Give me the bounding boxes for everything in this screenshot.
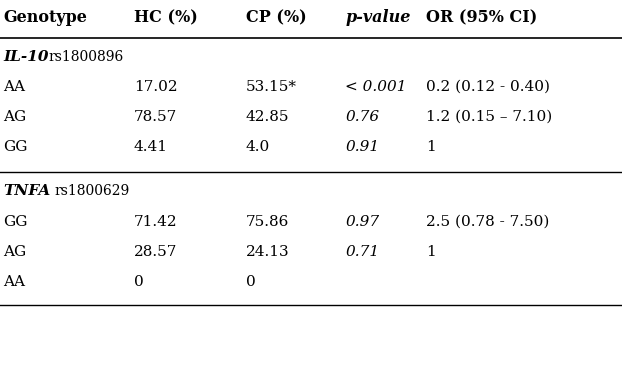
Text: 1: 1 xyxy=(426,140,436,154)
Text: CP (%): CP (%) xyxy=(246,9,306,27)
Text: 4.41: 4.41 xyxy=(134,140,168,154)
Text: TNFA: TNFA xyxy=(3,184,50,198)
Text: 75.86: 75.86 xyxy=(246,215,289,229)
Text: 0: 0 xyxy=(246,275,256,289)
Text: AA: AA xyxy=(3,275,25,289)
Text: 0: 0 xyxy=(134,275,144,289)
Text: p-value: p-value xyxy=(345,9,411,27)
Text: 0.97: 0.97 xyxy=(345,215,379,229)
Text: < 0.001: < 0.001 xyxy=(345,80,407,94)
Text: AA: AA xyxy=(3,80,25,94)
Text: 24.13: 24.13 xyxy=(246,245,289,259)
Text: 53.15*: 53.15* xyxy=(246,80,297,94)
Text: 2.5 (0.78 - 7.50): 2.5 (0.78 - 7.50) xyxy=(426,215,549,229)
Text: 0.71: 0.71 xyxy=(345,245,379,259)
Text: 78.57: 78.57 xyxy=(134,110,177,124)
Text: 17.02: 17.02 xyxy=(134,80,177,94)
Text: 0.91: 0.91 xyxy=(345,140,379,154)
Text: 4.0: 4.0 xyxy=(246,140,270,154)
Text: 71.42: 71.42 xyxy=(134,215,177,229)
Text: 1: 1 xyxy=(426,245,436,259)
Text: 1.2 (0.15 – 7.10): 1.2 (0.15 – 7.10) xyxy=(426,110,552,124)
Text: OR (95% CI): OR (95% CI) xyxy=(426,9,537,27)
Text: Genotype: Genotype xyxy=(3,9,87,27)
Text: 0.2 (0.12 - 0.40): 0.2 (0.12 - 0.40) xyxy=(426,80,550,94)
Text: HC (%): HC (%) xyxy=(134,9,197,27)
Text: 28.57: 28.57 xyxy=(134,245,177,259)
Text: GG: GG xyxy=(3,215,27,229)
Text: rs1800896: rs1800896 xyxy=(49,50,124,64)
Text: GG: GG xyxy=(3,140,27,154)
Text: rs1800629: rs1800629 xyxy=(54,184,129,198)
Text: 0.76: 0.76 xyxy=(345,110,379,124)
Text: 42.85: 42.85 xyxy=(246,110,289,124)
Text: AG: AG xyxy=(3,245,26,259)
Text: IL-10: IL-10 xyxy=(3,50,49,64)
Text: AG: AG xyxy=(3,110,26,124)
